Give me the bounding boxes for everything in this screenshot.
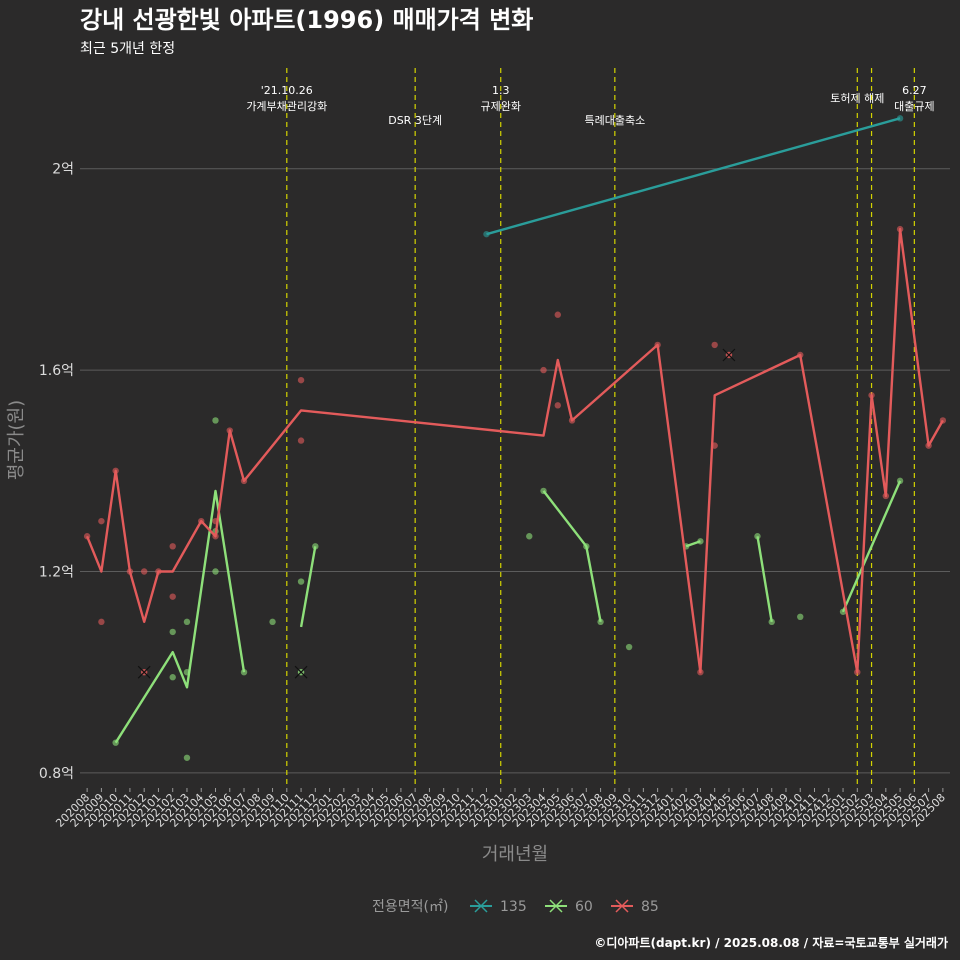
y-tick-label: 0.8억	[39, 766, 74, 782]
line-60	[756, 536, 773, 622]
point-85	[711, 341, 718, 349]
point-85	[297, 437, 305, 444]
event-label-4: 토허제 해제	[830, 91, 884, 105]
line-85	[85, 227, 944, 674]
line-135	[486, 117, 901, 236]
point-60	[797, 613, 804, 621]
point-60	[212, 417, 219, 424]
legend-key-60: 60	[545, 899, 593, 915]
point-60	[183, 754, 191, 761]
y-axis-ticks: 0.8억 1.2억 1.6억 2억	[39, 162, 74, 782]
legend-label-85: 85	[641, 899, 659, 915]
point-60	[183, 618, 191, 626]
legend-key-85: 85	[611, 899, 659, 915]
cross-marker-85	[137, 665, 151, 679]
point-85	[169, 543, 176, 550]
point-85	[169, 593, 176, 600]
line-60	[841, 480, 902, 613]
x-axis-ticks: 2020082020092020102020112020122021012021…	[53, 788, 948, 830]
point-60	[597, 618, 604, 626]
cross-marker-60	[294, 665, 308, 679]
point-60	[169, 628, 176, 636]
y-axis-title: 평균가(원)	[6, 400, 27, 480]
point-60	[625, 643, 633, 651]
line-60	[542, 490, 602, 623]
point-60	[269, 618, 276, 626]
y-tick-label: 2억	[52, 162, 74, 178]
point-85	[554, 311, 561, 318]
point-60	[754, 533, 761, 540]
point-60	[526, 533, 533, 540]
series-85	[83, 225, 947, 679]
cross-marker-85	[722, 348, 736, 362]
event-label-0: 가계부채관리강화	[246, 100, 327, 113]
point-60	[212, 568, 219, 575]
grid-lines	[80, 168, 950, 774]
event-label-2: 규제완화	[480, 100, 520, 113]
point-85	[540, 366, 547, 374]
point-85	[98, 618, 105, 626]
event-label-3: 특례대출축소	[584, 114, 645, 127]
series-135	[483, 115, 904, 238]
legend-cross-135	[474, 899, 488, 913]
event-label-6: 대출규제	[894, 100, 934, 113]
x-axis-title: 거래년월	[482, 844, 548, 865]
legend-cross-85	[615, 899, 629, 913]
y-tick-label: 1.2억	[39, 564, 74, 580]
chart-title: 강내 선광한빛 아파트(1996) 매매가격 변화	[80, 6, 533, 34]
legend-key-135: 135	[470, 899, 527, 915]
event-label-2: 1.3	[492, 84, 510, 97]
point-60	[768, 618, 775, 626]
point-85	[554, 402, 561, 409]
event-label-0: '21.10.26	[261, 84, 313, 97]
legend-cross-60	[549, 899, 563, 913]
y-tick-label: 1.6억	[39, 363, 74, 379]
point-85	[297, 376, 305, 384]
legend: 전용면적(㎡) 135 60 85	[372, 899, 659, 915]
legend-label-135: 135	[500, 899, 527, 915]
chart-subtitle: 최근 5개년 한정	[80, 41, 175, 57]
line-60	[685, 540, 701, 548]
event-label-1: DSR 3단계	[388, 114, 442, 127]
point-60	[169, 674, 176, 681]
legend-label-60: 60	[575, 899, 593, 915]
point-85	[98, 517, 105, 525]
point-60	[297, 578, 305, 585]
source-caption: ©디아파트(dapt.kr) / 2025.08.08 / 자료=국토교통부 실…	[594, 935, 948, 950]
point-85	[140, 568, 148, 575]
line-60	[114, 489, 246, 744]
series-layer	[83, 115, 947, 761]
series-60	[112, 417, 904, 761]
line-60	[299, 546, 317, 628]
event-label-6: 6.27	[902, 84, 927, 97]
legend-title: 전용면적(㎡)	[372, 899, 448, 915]
